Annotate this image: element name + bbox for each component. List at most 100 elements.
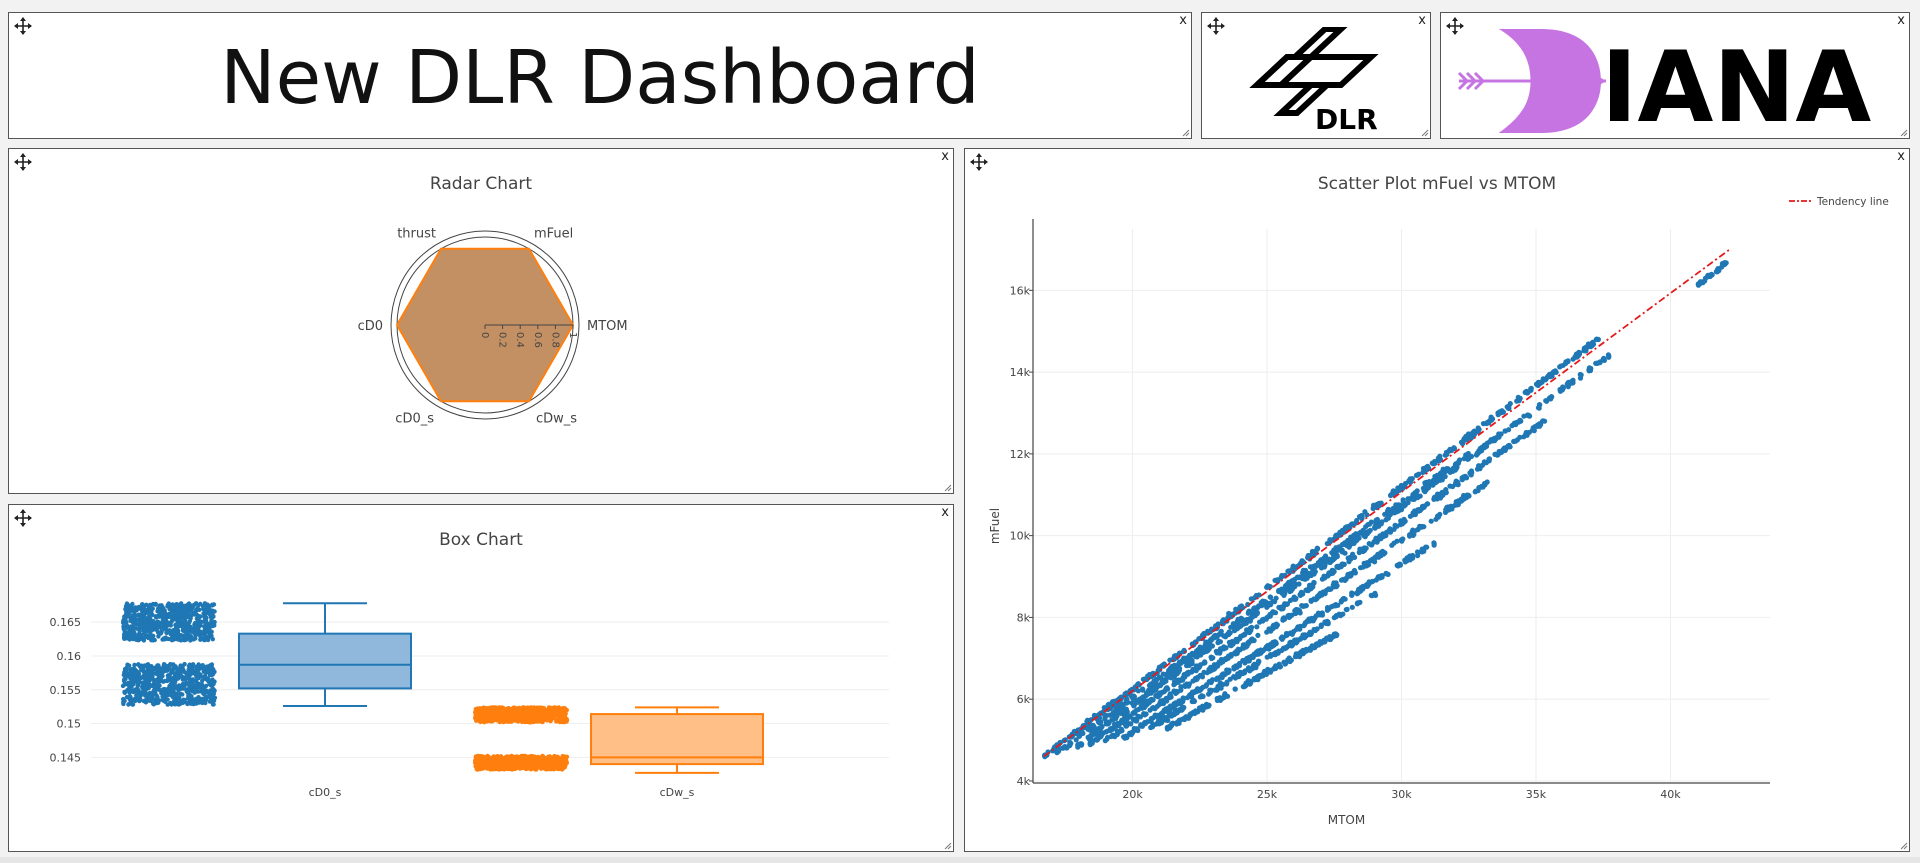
close-button[interactable]: x xyxy=(941,505,949,520)
scatter-point xyxy=(1146,672,1152,679)
box-point xyxy=(205,676,211,681)
box-point xyxy=(132,677,137,682)
box-point xyxy=(198,601,203,607)
move-icon[interactable] xyxy=(14,17,32,35)
move-icon[interactable] xyxy=(14,153,32,171)
scatter-point xyxy=(1075,743,1081,749)
box-point xyxy=(190,627,195,632)
box-point xyxy=(135,606,141,611)
scatter-point xyxy=(1176,665,1183,672)
close-button[interactable]: x xyxy=(1179,13,1187,28)
box-y-tick-label: 0.145 xyxy=(50,751,82,764)
scatter-point xyxy=(1071,728,1077,734)
box-point xyxy=(161,679,166,684)
scatter-point xyxy=(1465,456,1471,462)
scatter-point xyxy=(1480,462,1486,468)
scatter-point xyxy=(1346,544,1352,550)
scatter-point xyxy=(1536,379,1542,385)
scatter-point xyxy=(1065,744,1071,750)
scatter-point xyxy=(1107,728,1113,734)
box-y-tick-label: 0.165 xyxy=(50,616,82,629)
scatter-point xyxy=(1201,648,1208,654)
box-point xyxy=(480,758,486,763)
scatter-point xyxy=(1496,411,1502,417)
scatter-point xyxy=(1211,634,1217,641)
box-point xyxy=(121,626,127,631)
close-button[interactable]: x xyxy=(1897,13,1905,28)
box-point xyxy=(133,637,138,642)
box-point xyxy=(160,667,165,672)
scatter-point xyxy=(1056,747,1062,753)
box-point xyxy=(210,671,216,677)
box-point xyxy=(183,634,189,639)
scatter-point xyxy=(1408,479,1414,485)
scatter-y-tick-label: 14k xyxy=(1010,366,1031,379)
scatter-point xyxy=(1433,480,1439,486)
move-icon[interactable] xyxy=(14,509,32,527)
scatter-y-tick-label: 4k xyxy=(1017,775,1031,788)
box-point xyxy=(140,685,145,691)
box-point xyxy=(163,625,169,630)
box-point xyxy=(143,680,148,685)
scatter-point xyxy=(1108,733,1114,740)
scatter-point xyxy=(1521,413,1527,419)
scatter-point xyxy=(1186,659,1192,665)
box-chart-panel: x Box Chart 0.165 0.16 0.155 0.15 0.145 cD0_s… xyxy=(8,504,954,852)
box-point xyxy=(169,676,174,681)
resize-handle[interactable] xyxy=(1421,129,1429,137)
close-button[interactable]: x xyxy=(941,149,949,164)
box-point xyxy=(518,710,524,715)
scatter-point xyxy=(1244,616,1250,623)
resize-handle[interactable] xyxy=(1900,129,1908,137)
resize-handle[interactable] xyxy=(944,842,952,850)
title-panel: x New DLR Dashboard xyxy=(8,12,1192,139)
box-point xyxy=(146,635,151,641)
close-button[interactable]: x xyxy=(1418,13,1426,28)
scatter-point xyxy=(1189,669,1195,675)
box-point xyxy=(126,687,131,692)
scatter-point xyxy=(1238,633,1244,639)
box-point xyxy=(170,604,176,610)
box-point xyxy=(492,763,497,769)
scatter-point xyxy=(1124,713,1130,719)
box-point xyxy=(133,626,139,631)
move-icon[interactable] xyxy=(1446,17,1464,35)
move-icon[interactable] xyxy=(970,153,988,171)
box-point xyxy=(519,761,524,766)
resize-handle[interactable] xyxy=(944,484,952,492)
box-body xyxy=(238,632,412,690)
move-icon[interactable] xyxy=(1207,17,1225,35)
scatter-point xyxy=(1132,709,1138,715)
scatter-point xyxy=(1441,473,1447,479)
close-button[interactable]: x xyxy=(1897,149,1905,164)
box-point xyxy=(153,670,159,676)
scatter-point xyxy=(1135,681,1141,688)
box-point xyxy=(479,709,484,714)
box-point xyxy=(474,714,479,719)
box-point xyxy=(191,603,196,609)
scatter-point xyxy=(1452,465,1458,471)
scatter-point xyxy=(1287,597,1294,603)
scatter-point xyxy=(1280,616,1286,622)
scatter-point xyxy=(1366,541,1372,547)
box-point xyxy=(194,667,200,673)
resize-handle[interactable] xyxy=(1182,129,1190,137)
box-point xyxy=(507,716,512,721)
scatter-point xyxy=(1455,460,1461,466)
box-point xyxy=(132,662,137,668)
scatter-point xyxy=(1373,523,1379,529)
scatter-point xyxy=(1267,601,1273,607)
scatter-point xyxy=(1558,363,1564,369)
scatter-point xyxy=(1569,379,1575,385)
scatter-point xyxy=(1514,419,1520,425)
scatter-point xyxy=(1395,508,1401,514)
box-point xyxy=(537,760,542,765)
box-point xyxy=(198,700,203,705)
box-point xyxy=(180,677,185,682)
scatter-point xyxy=(1476,448,1482,454)
box-point xyxy=(507,754,512,760)
scatter-point xyxy=(1215,621,1221,627)
scatter-point xyxy=(1565,358,1571,364)
box-point xyxy=(210,623,216,629)
scatter-point xyxy=(1346,559,1352,565)
